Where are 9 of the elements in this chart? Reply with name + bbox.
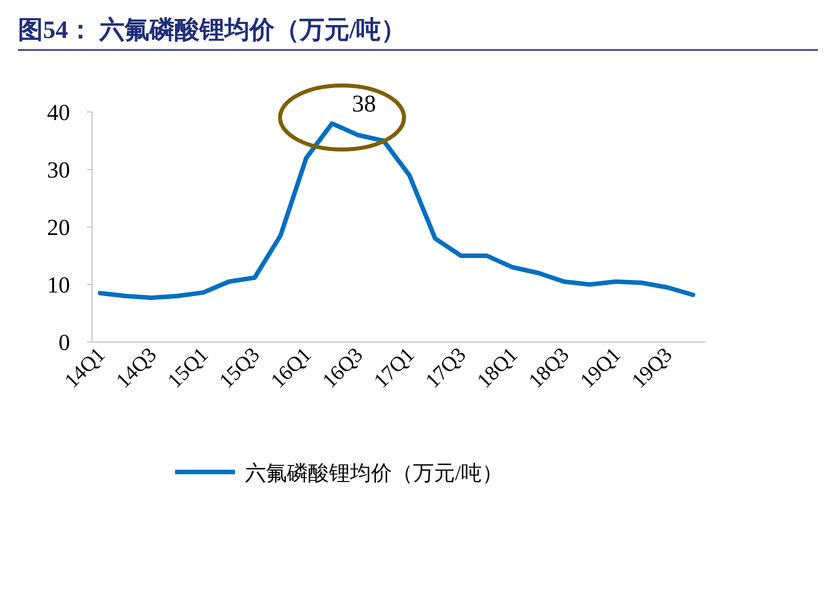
data-label: 38 — [352, 92, 376, 118]
y-tick-label: 0 — [58, 330, 70, 355]
y-tick-label: 20 — [47, 215, 70, 240]
y-tick-label: 10 — [47, 272, 70, 298]
y-tick-label: 40 — [47, 100, 70, 125]
legend-label: 六氟磷酸锂均价（万元/吨） — [245, 461, 503, 485]
line-series — [98, 121, 696, 300]
y-tick-label: 30 — [47, 158, 70, 182]
chart-title: 图54： 六氟磷酸锂均价（万元/吨） — [18, 16, 406, 44]
